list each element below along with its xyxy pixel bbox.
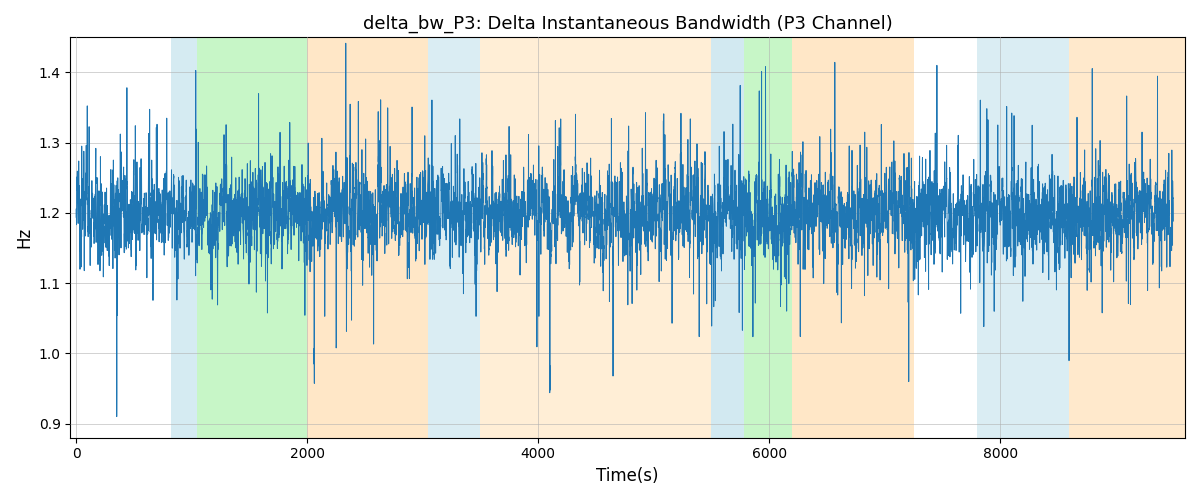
Bar xyxy=(792,38,913,438)
Bar xyxy=(712,38,744,438)
Title: delta_bw_P3: Delta Instantaneous Bandwidth (P3 Channel): delta_bw_P3: Delta Instantaneous Bandwid… xyxy=(362,15,893,34)
Bar xyxy=(480,38,712,438)
Bar xyxy=(170,38,198,438)
Bar xyxy=(977,38,1069,438)
Bar xyxy=(744,38,792,438)
Bar xyxy=(428,38,480,438)
Bar xyxy=(1069,38,1186,438)
Y-axis label: Hz: Hz xyxy=(14,227,32,248)
Bar xyxy=(307,38,428,438)
X-axis label: Time(s): Time(s) xyxy=(596,467,659,485)
Bar xyxy=(198,38,307,438)
